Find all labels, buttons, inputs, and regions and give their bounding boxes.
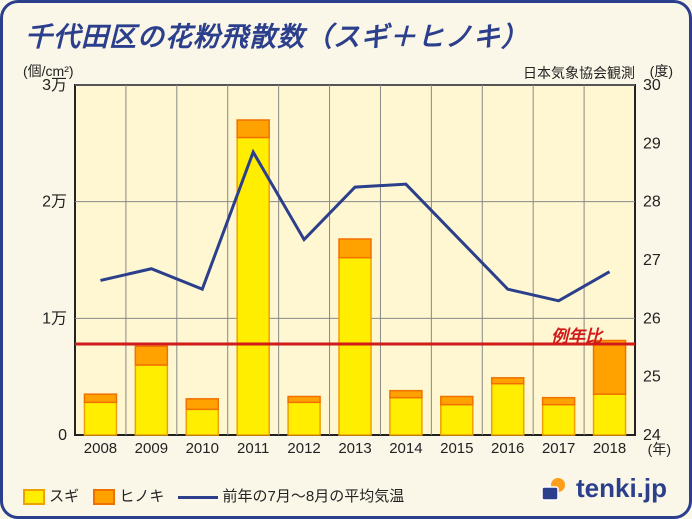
svg-text:27: 27 bbox=[643, 252, 661, 269]
svg-text:30: 30 bbox=[643, 77, 661, 94]
baseline-label: 例年比 bbox=[551, 322, 602, 347]
chart-area: (個/cm²) (度) 日本気象協会観測 (年) 01万2万3万24252627… bbox=[23, 61, 673, 461]
legend-label-temp: 前年の7月～8月の平均気温 bbox=[223, 488, 405, 505]
svg-text:2万: 2万 bbox=[42, 194, 67, 211]
brand-icon bbox=[538, 474, 568, 504]
legend-label-hinoki: ヒノキ bbox=[119, 488, 164, 505]
brand: tenki.jp bbox=[538, 473, 667, 504]
svg-text:2008: 2008 bbox=[84, 440, 117, 457]
svg-text:2016: 2016 bbox=[491, 440, 524, 457]
legend-box-sugi bbox=[23, 489, 45, 505]
svg-text:1万: 1万 bbox=[42, 310, 67, 327]
legend-label-sugi: スギ bbox=[49, 488, 79, 505]
svg-text:2014: 2014 bbox=[389, 440, 422, 457]
svg-text:2013: 2013 bbox=[338, 440, 371, 457]
svg-text:2010: 2010 bbox=[186, 440, 219, 457]
svg-text:28: 28 bbox=[643, 194, 661, 211]
legend-box-hinoki bbox=[93, 489, 115, 505]
svg-text:2011: 2011 bbox=[237, 440, 269, 457]
brand-text: tenki.jp bbox=[576, 473, 667, 504]
svg-text:24: 24 bbox=[643, 427, 661, 444]
svg-text:0: 0 bbox=[58, 427, 67, 444]
legend-line-temp bbox=[178, 496, 218, 499]
legend: スギ ヒノキ 前年の7月～8月の平均気温 bbox=[23, 485, 404, 506]
chart-svg: 0 1万 2万 3万 24 25 26 27 28 29 30 2008 2009 2010 2011 201… bbox=[23, 61, 673, 461]
svg-text:2017: 2017 bbox=[542, 440, 575, 457]
legend-temp: 前年の7月～8月の平均気温 bbox=[178, 485, 404, 506]
svg-text:25: 25 bbox=[643, 369, 661, 386]
legend-hinoki: ヒノキ bbox=[93, 485, 164, 506]
chart-title: 千代田区の花粉飛散数（スギ＋ヒノキ） bbox=[3, 3, 689, 60]
svg-text:2009: 2009 bbox=[135, 440, 168, 457]
svg-text:29: 29 bbox=[643, 135, 661, 152]
svg-text:2018: 2018 bbox=[593, 440, 626, 457]
legend-sugi: スギ bbox=[23, 485, 79, 506]
svg-text:2012: 2012 bbox=[287, 440, 320, 457]
svg-text:3万: 3万 bbox=[42, 77, 67, 94]
svg-text:26: 26 bbox=[643, 310, 661, 327]
svg-text:2015: 2015 bbox=[440, 440, 473, 457]
